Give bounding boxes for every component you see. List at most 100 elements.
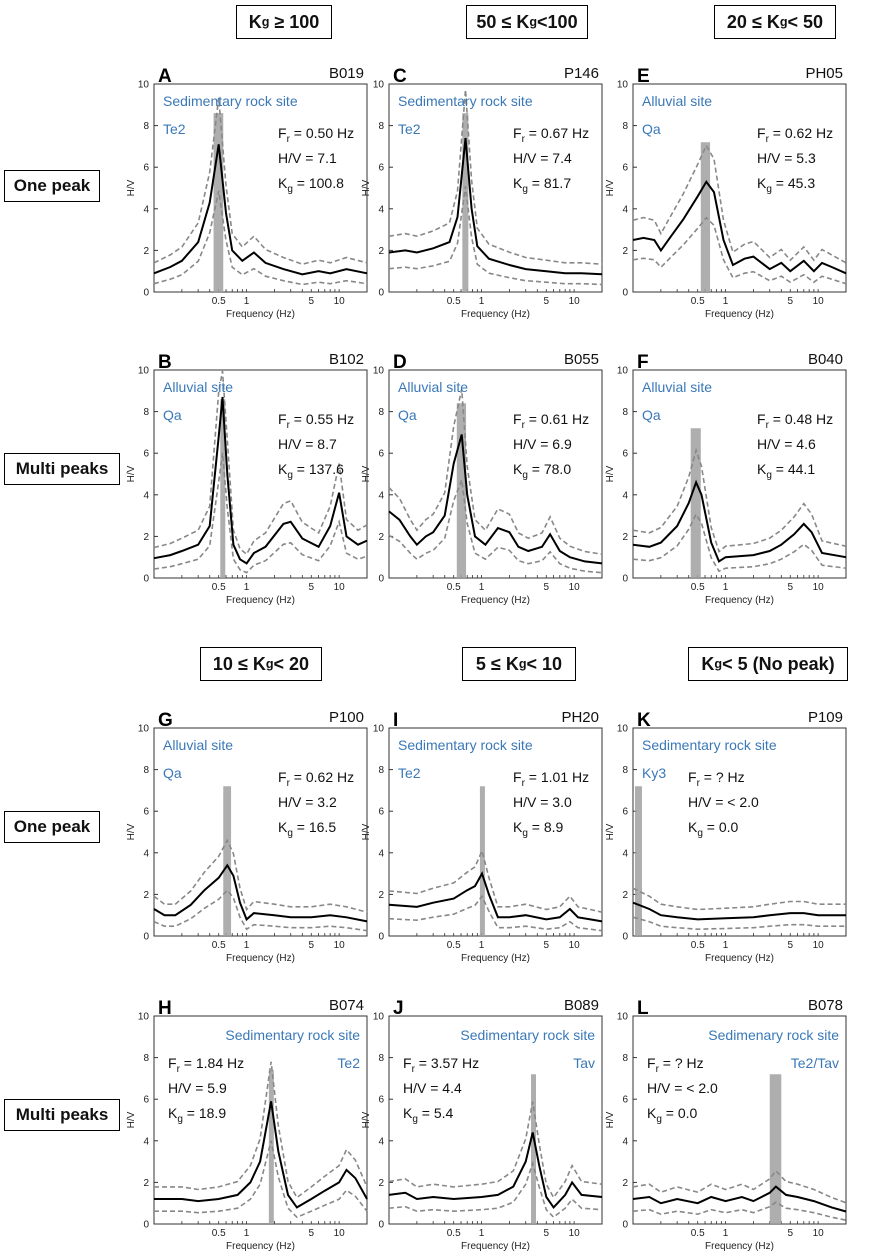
y-tick-label: 2 [143, 532, 149, 543]
peak-frequency-band [223, 786, 232, 936]
x-tick-label: 0.5 [691, 940, 705, 951]
x-axis-label: Frequency (Hz) [461, 1241, 530, 1252]
row-label-multi-peaks: Multi peaks [4, 453, 120, 485]
y-tick-label: 0 [378, 574, 384, 585]
station-id: B055 [564, 351, 599, 368]
hv-amplitude: H/V = 5.3 [757, 150, 816, 166]
panel-letter: G [158, 710, 173, 731]
plot-frame [388, 1015, 603, 1225]
y-tick-label: 8 [622, 765, 628, 776]
x-axis-label: Frequency (Hz) [226, 309, 295, 320]
y-tick-label: 0 [143, 574, 149, 585]
chart-panel-j: 0 2 4 6 8 10 0.5 1 5 10 Frequency (Hz) H/V J B089 Sedi… [361, 997, 603, 1252]
y-tick-label: 2 [622, 1178, 628, 1189]
vulnerability-index: Kg = 81.7 [513, 175, 571, 195]
geology-code: Qa [642, 407, 661, 423]
y-tick-label: 6 [378, 807, 384, 818]
site-type: Sedimentary rock site [460, 1027, 595, 1043]
geology-code: Te2 [337, 1055, 360, 1071]
hv-lower-std-curve [154, 1140, 368, 1219]
panel-letter: F [637, 352, 649, 373]
y-tick-label: 6 [622, 449, 628, 460]
peak-frequency-band [700, 142, 711, 292]
geology-code: Qa [163, 407, 182, 423]
y-tick-label: 4 [622, 1136, 628, 1147]
x-tick-label: 1 [244, 582, 250, 593]
y-tick-label: 8 [622, 1053, 628, 1064]
peak-frequency: Fr = 0.48 Hz [757, 411, 833, 431]
y-axis-label: H/V [605, 823, 616, 840]
row-label-one-peak: One peak [4, 170, 100, 202]
x-tick-label: 10 [569, 940, 581, 951]
hv-upper-std-curve [388, 388, 603, 555]
y-tick-label: 4 [143, 848, 149, 859]
y-tick-label: 4 [378, 848, 384, 859]
peak-frequency: Fr = 0.61 Hz [513, 411, 589, 431]
vulnerability-index: Kg = 137.6 [278, 461, 344, 481]
peak-frequency-band [220, 399, 226, 578]
geology-code: Qa [398, 407, 417, 423]
panel-letter: J [393, 998, 404, 1019]
y-tick-label: 2 [378, 1178, 384, 1189]
x-axis-label: Frequency (Hz) [705, 1241, 774, 1252]
x-axis-label: Frequency (Hz) [226, 1241, 295, 1252]
panel-letter: H [158, 998, 172, 1019]
station-id: PH20 [561, 709, 599, 726]
hv-mean-curve [632, 479, 847, 563]
peak-frequency-band [268, 1070, 274, 1224]
station-id: B074 [329, 997, 364, 1014]
y-tick-label: 8 [378, 765, 384, 776]
x-tick-label: 5 [543, 582, 549, 593]
hv-lower-std-curve [153, 190, 368, 286]
geology-code: Te2 [398, 765, 421, 781]
vulnerability-index: Kg = 5.4 [403, 1105, 454, 1125]
y-tick-label: 0 [378, 1220, 384, 1231]
x-tick-label: 1 [723, 1228, 729, 1239]
y-axis-label: H/V [126, 465, 137, 482]
x-tick-label: 10 [569, 1228, 581, 1239]
site-type: Alluvial site [642, 93, 712, 109]
hv-mean-curve [632, 1185, 847, 1213]
y-tick-label: 6 [378, 163, 384, 174]
y-tick-label: 4 [622, 848, 628, 859]
peak-frequency: Fr = ? Hz [688, 769, 745, 789]
hv-amplitude: H/V = 7.4 [513, 150, 572, 166]
x-tick-label: 10 [334, 1228, 346, 1239]
vulnerability-index: Kg = 18.9 [168, 1105, 226, 1125]
plot-frame [153, 727, 368, 937]
station-id: P109 [808, 709, 843, 726]
y-tick-label: 2 [622, 246, 628, 257]
vulnerability-index: Kg = 16.5 [278, 819, 336, 839]
vulnerability-index: Kg = 0.0 [647, 1105, 698, 1125]
x-tick-label: 1 [244, 940, 250, 951]
x-tick-label: 1 [479, 296, 485, 307]
hv-lower-std-curve [153, 889, 368, 932]
x-axis-label: Frequency (Hz) [226, 953, 295, 964]
x-tick-label: 0.5 [212, 940, 226, 951]
y-tick-label: 4 [378, 1136, 384, 1147]
x-tick-label: 5 [787, 1228, 793, 1239]
y-tick-label: 8 [378, 407, 384, 418]
x-tick-label: 1 [723, 940, 729, 951]
hv-amplitude: H/V = < 2.0 [647, 1080, 718, 1096]
station-id: B089 [564, 997, 599, 1014]
peak-frequency-band [531, 1074, 537, 1224]
chart-panel-c: 0 2 4 6 8 10 0.5 1 5 10 Frequency (Hz) H/V C P146 Sedi… [361, 65, 603, 320]
plot-frame [153, 1015, 368, 1225]
x-tick-label: 0.5 [691, 296, 705, 307]
y-tick-label: 10 [138, 366, 150, 377]
hv-amplitude: H/V = 4.4 [403, 1080, 462, 1096]
x-axis-label: Frequency (Hz) [226, 595, 295, 606]
peak-frequency: Fr = 1.84 Hz [168, 1055, 244, 1075]
vulnerability-index: Kg = 0.0 [688, 819, 739, 839]
y-axis-label: H/V [126, 1111, 137, 1128]
hv-lower-std-curve [632, 1201, 847, 1221]
chart-panel-k: 0 2 4 6 8 10 0.5 1 5 10 Frequency (Hz) H/V K P109 Sedi… [605, 709, 847, 964]
y-tick-label: 2 [143, 1178, 149, 1189]
geology-code: Te2/Tav [791, 1055, 839, 1071]
panel-letter: L [637, 998, 649, 1019]
y-tick-label: 2 [143, 890, 149, 901]
y-tick-label: 10 [373, 1012, 385, 1023]
